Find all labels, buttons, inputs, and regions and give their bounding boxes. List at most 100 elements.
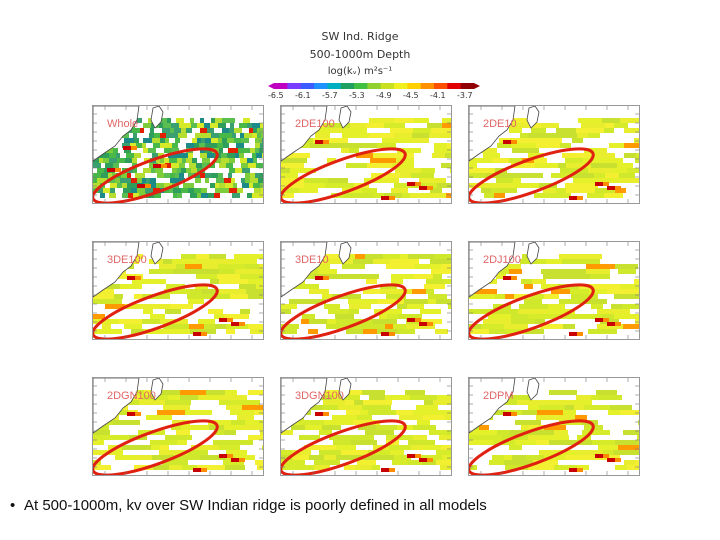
- data-cell: [635, 460, 639, 465]
- data-cell: [247, 193, 252, 198]
- data-cell: [562, 274, 590, 279]
- data-cell: [232, 193, 240, 198]
- data-cell: [304, 445, 321, 450]
- data-cell: [163, 405, 190, 410]
- data-cell: [441, 445, 451, 450]
- data-cell: [224, 425, 241, 430]
- data-cell: [621, 178, 639, 183]
- data-cell: [416, 405, 438, 410]
- data-cell: [202, 158, 210, 163]
- data-cell: [260, 123, 263, 128]
- data-cell: [511, 163, 535, 168]
- data-cell: [120, 284, 142, 289]
- data-cell: [541, 269, 558, 274]
- colorbar-segment: [300, 83, 315, 89]
- data-cell: [289, 299, 307, 304]
- map-panel: 2DPM: [468, 377, 640, 476]
- data-cell: [447, 430, 451, 435]
- data-cell: [620, 410, 636, 415]
- data-cell: [152, 455, 175, 460]
- data-cell: [157, 410, 185, 415]
- panel-label: 2DE10: [483, 118, 517, 130]
- data-cell: [181, 254, 196, 259]
- colorbar: [268, 83, 480, 89]
- data-cell: [347, 390, 362, 395]
- data-cell: [638, 420, 639, 425]
- data-cell: [447, 143, 451, 148]
- data-cell: [469, 440, 493, 445]
- data-cell: [411, 445, 424, 450]
- data-cell: [119, 319, 142, 324]
- data-cell: [394, 455, 411, 460]
- hotspot-cell: [315, 140, 323, 144]
- data-cell: [419, 178, 446, 183]
- panel-label: Whole: [107, 118, 139, 130]
- data-cell: [362, 405, 391, 410]
- data-cell: [261, 269, 263, 274]
- data-cell: [614, 123, 628, 128]
- data-cell: [230, 118, 235, 123]
- colorbar-segment: [314, 83, 328, 89]
- hotspot-cell: [511, 140, 517, 144]
- data-cell: [605, 123, 614, 128]
- data-cell: [169, 158, 177, 163]
- data-cell: [358, 143, 377, 148]
- data-cell: [419, 455, 442, 460]
- data-cell: [469, 289, 497, 294]
- data-cell: [134, 153, 141, 158]
- colorbar-segment: [447, 83, 461, 89]
- data-cell: [573, 178, 597, 183]
- data-cell: [535, 138, 562, 143]
- colorbar-segment: [340, 83, 355, 89]
- data-cell: [336, 319, 357, 324]
- data-cell: [152, 153, 158, 158]
- data-cell: [586, 269, 610, 274]
- data-cell: [558, 163, 566, 168]
- data-cell: [603, 450, 613, 455]
- data-cell: [235, 455, 255, 460]
- data-cell: [324, 455, 336, 460]
- data-cell: [199, 143, 205, 148]
- coastline: [281, 242, 328, 298]
- hotspot-cell: [595, 182, 603, 186]
- data-cell: [512, 148, 539, 153]
- data-cell: [488, 314, 511, 319]
- data-cell: [124, 148, 131, 153]
- data-cell: [537, 259, 546, 264]
- data-cell: [483, 153, 500, 158]
- data-cell: [121, 173, 127, 178]
- data-cell: [332, 415, 357, 420]
- data-cell: [168, 143, 172, 148]
- data-cell: [535, 163, 558, 168]
- data-cell: [366, 123, 384, 128]
- data-cell: [551, 289, 570, 294]
- data-cell: [230, 123, 234, 128]
- hotspot-cell: [427, 322, 433, 326]
- data-cell: [225, 133, 232, 138]
- data-cell: [127, 173, 131, 178]
- colorbar-segment: [394, 83, 408, 89]
- data-cell: [164, 158, 169, 163]
- data-cell: [528, 314, 555, 319]
- data-cell: [234, 128, 242, 133]
- data-cell: [497, 143, 511, 148]
- hotspot-cell: [607, 322, 615, 326]
- data-cell: [588, 329, 617, 334]
- data-cell: [357, 415, 372, 420]
- data-cell: [402, 193, 410, 198]
- data-cell: [188, 188, 194, 193]
- data-cell: [260, 183, 263, 188]
- data-cell: [116, 153, 120, 158]
- data-cell: [594, 173, 605, 178]
- data-cell: [407, 304, 424, 309]
- data-cell: [365, 430, 394, 435]
- data-cell: [194, 188, 201, 193]
- data-cell: [543, 188, 556, 193]
- data-cell: [179, 163, 185, 168]
- data-cell: [243, 118, 250, 123]
- colorbar-tick-label: -4.5: [403, 91, 419, 100]
- data-cell: [400, 173, 411, 178]
- data-cell: [262, 445, 263, 450]
- data-cell: [160, 118, 167, 123]
- data-cell: [412, 289, 426, 294]
